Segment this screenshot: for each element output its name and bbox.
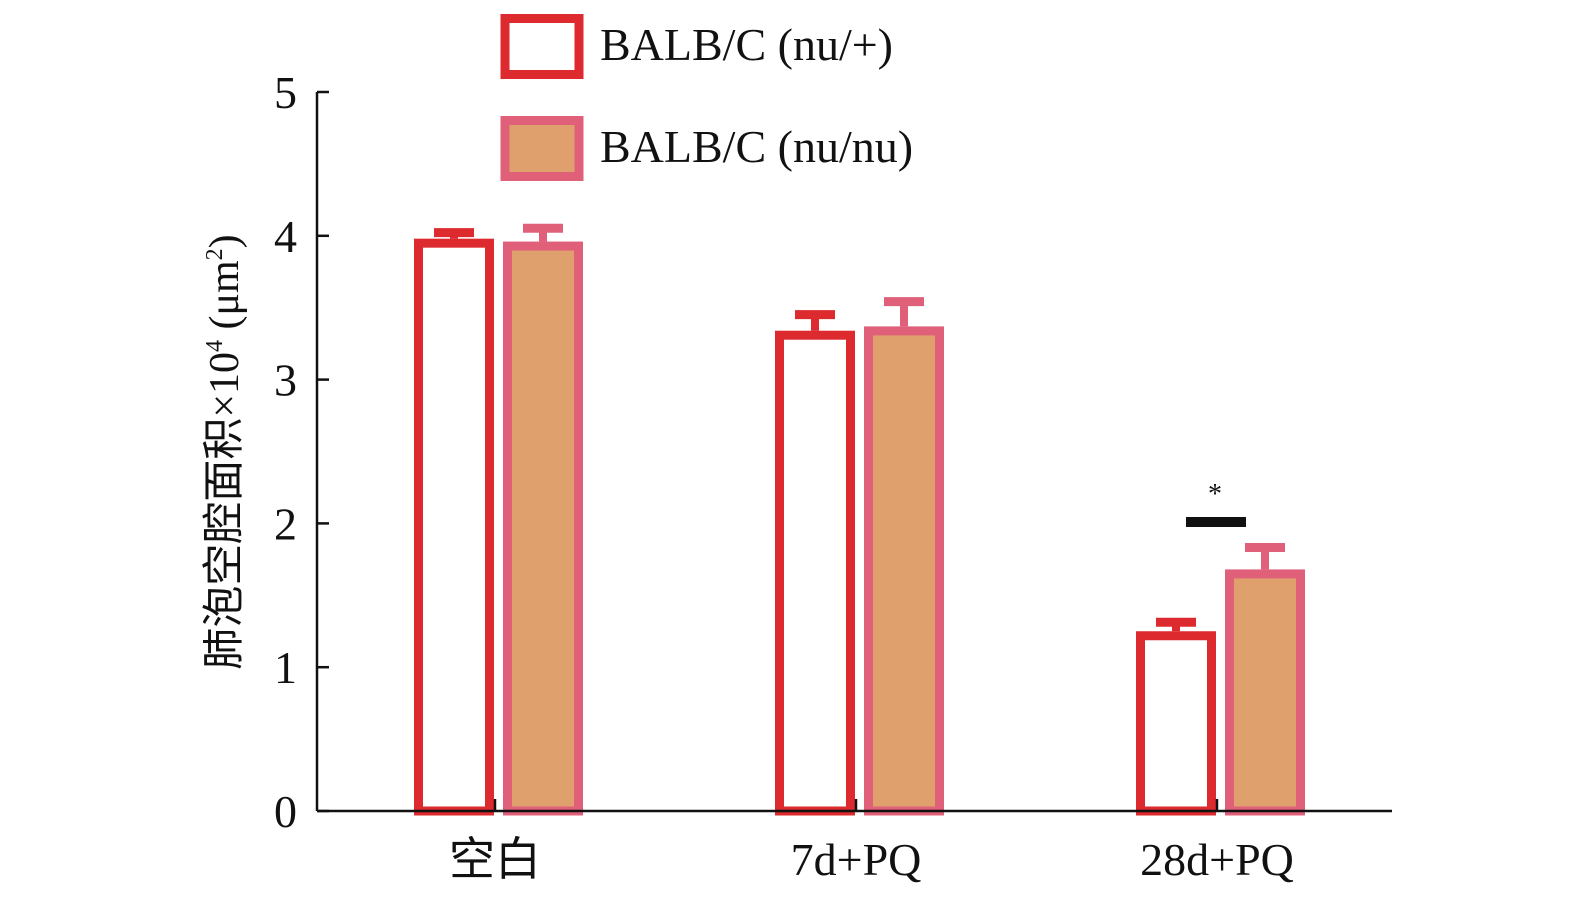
bar-nu-plus — [1136, 631, 1216, 816]
legend-label: BALB/C (nu/+) — [600, 19, 893, 70]
bars: * — [414, 223, 1305, 816]
x-tick-label: 28d+PQ — [1140, 834, 1294, 885]
y-tick-label: 2 — [274, 498, 297, 549]
axes: 0 1 2 3 4 5 空白 7d+PQ 28d+PQ — [274, 67, 1392, 885]
bar-nu-nu — [864, 326, 944, 816]
legend-label: BALB/C (nu/nu) — [600, 121, 913, 172]
bar-nu-nu — [503, 241, 583, 816]
significance-bar — [1186, 517, 1246, 527]
y-tick-label: 5 — [274, 67, 297, 118]
y-tick-label: 4 — [274, 211, 297, 262]
y-axis-label: 肺泡空腔面积×104 (μm2) — [201, 234, 248, 669]
legend-swatch — [500, 14, 584, 79]
y-tick-label: 3 — [274, 355, 297, 406]
y-tick-label: 0 — [274, 786, 297, 837]
bar-nu-plus — [414, 238, 494, 816]
y-tick-label: 1 — [274, 642, 297, 693]
x-tick-label: 7d+PQ — [791, 834, 922, 885]
bar-nu-plus — [775, 330, 855, 816]
legend: BALB/C (nu/+) BALB/C (nu/nu) — [500, 14, 913, 181]
significance-star: * — [1208, 479, 1222, 510]
legend-swatch — [500, 116, 584, 181]
x-tick-label: 空白 — [449, 834, 541, 885]
bar-nu-nu — [1225, 569, 1305, 816]
